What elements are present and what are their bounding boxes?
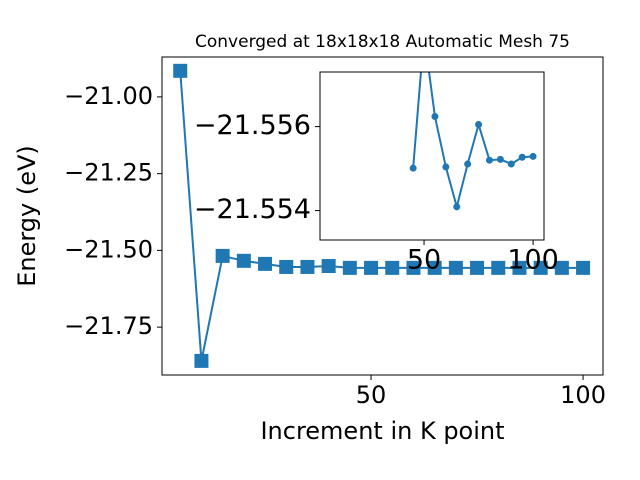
y-tick-label: −21.554	[194, 194, 311, 225]
marker	[427, 260, 442, 275]
series	[173, 63, 591, 368]
marker	[453, 203, 461, 211]
marker	[533, 260, 548, 275]
marker	[300, 259, 315, 274]
marker	[279, 259, 294, 274]
marker	[470, 260, 485, 275]
x-tick-label: 100	[507, 245, 559, 276]
marker	[406, 260, 421, 275]
marker	[442, 163, 450, 171]
marker	[258, 256, 273, 271]
series	[409, 72, 537, 211]
x-tick-label: 100	[560, 381, 606, 409]
marker	[409, 164, 417, 172]
marker	[507, 160, 515, 168]
marker	[236, 253, 251, 268]
marker	[475, 121, 483, 128]
marker	[518, 153, 526, 161]
marker	[496, 155, 504, 163]
y-tick-label: −21.25	[64, 159, 153, 187]
marker	[385, 260, 400, 275]
marker	[512, 260, 527, 275]
marker	[464, 160, 472, 168]
y-tick-label: −21.75	[64, 312, 153, 340]
marker	[364, 260, 379, 275]
marker	[342, 260, 357, 275]
y-axis-label: Energy (eV)	[13, 145, 41, 287]
x-tick-label: 50	[356, 381, 387, 409]
marker	[194, 353, 209, 368]
marker	[485, 156, 493, 164]
marker	[173, 63, 188, 78]
marker	[491, 260, 506, 275]
x-axis-label: Increment in K point	[260, 417, 504, 445]
x-tick-label: 50	[407, 245, 441, 276]
marker	[321, 259, 336, 274]
chart-title: Converged at 18x18x18 Automatic Mesh 75	[195, 32, 570, 52]
y-tick-label: −21.50	[64, 235, 153, 263]
y-tick-label: −21.556	[194, 110, 311, 141]
marker	[576, 260, 591, 275]
marker	[448, 260, 463, 275]
marker	[554, 260, 569, 275]
marker	[431, 113, 439, 121]
axes-frame	[319, 71, 545, 241]
marker	[529, 152, 537, 160]
axes-frame	[161, 56, 604, 376]
y-tick-label: −21.00	[64, 82, 153, 110]
marker	[215, 248, 230, 263]
